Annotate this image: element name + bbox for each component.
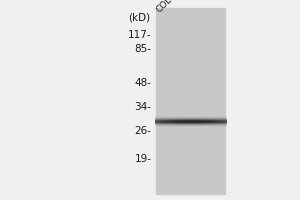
Text: 117-: 117- [128, 30, 152, 40]
Text: COLO205: COLO205 [154, 0, 190, 14]
Text: (kD): (kD) [128, 12, 150, 22]
Text: 19-: 19- [134, 154, 152, 164]
Text: 34-: 34- [134, 102, 152, 112]
Text: 85-: 85- [134, 44, 152, 54]
Text: 26-: 26- [134, 126, 152, 136]
Bar [156, 8, 225, 194]
Text: 48-: 48- [134, 78, 152, 88]
